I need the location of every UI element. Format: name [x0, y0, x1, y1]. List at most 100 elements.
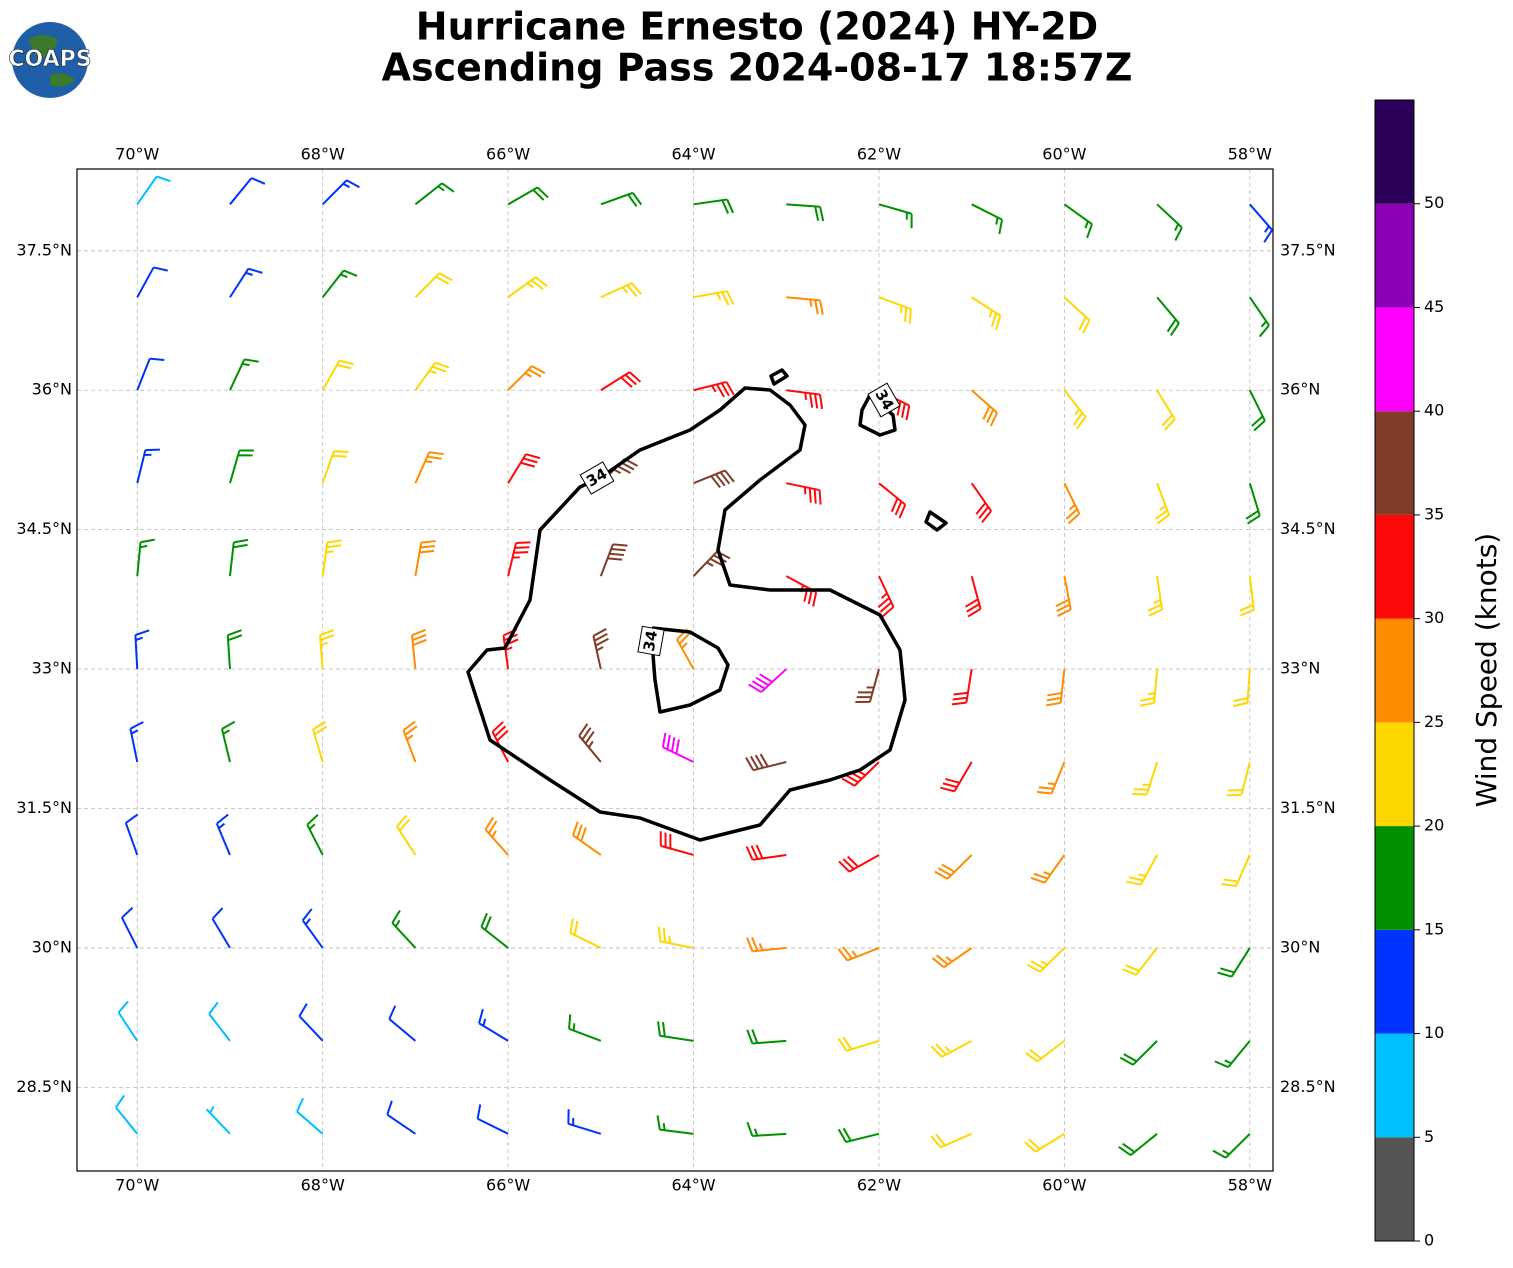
wind-barb	[930, 1039, 973, 1058]
contour-34	[466, 386, 907, 842]
wind-barb	[1147, 575, 1164, 617]
wind-barb	[746, 1121, 787, 1137]
colorbar-label: Wind Speed (knots)	[1470, 533, 1503, 807]
wind-barb	[878, 296, 912, 324]
wind-barb	[117, 1000, 139, 1042]
wind-barb	[837, 946, 880, 962]
contour-label: 34	[867, 382, 901, 418]
wind-barb	[1118, 1133, 1158, 1156]
wind-barb	[208, 1001, 231, 1042]
wind-barb	[414, 451, 444, 484]
wind-barb	[567, 1109, 602, 1135]
wind-barb	[693, 469, 735, 489]
wind-barb	[786, 203, 825, 222]
wind-barbs	[115, 175, 1273, 1159]
y-tick-label: 37.5°N	[16, 240, 72, 259]
wind-barb	[1046, 668, 1066, 707]
wind-barb	[134, 629, 150, 670]
y-tick-label: 31.5°N	[16, 798, 72, 817]
wind-barb	[877, 575, 895, 618]
wind-barb	[1063, 389, 1087, 430]
wind-barb	[410, 628, 427, 670]
x-tick-label: 62°W	[857, 1176, 901, 1195]
subtitle: Ascending Pass 2024-08-17 18:57Z	[382, 46, 1133, 90]
contour-34	[651, 626, 730, 714]
wind-barb	[693, 198, 735, 214]
contour-34	[858, 393, 897, 437]
map-frame	[76, 168, 1274, 1172]
wind-barb	[228, 538, 249, 577]
wind-barb	[301, 908, 324, 949]
wind-barb	[1132, 761, 1159, 796]
wind-barb	[661, 732, 694, 763]
contour-34	[769, 368, 789, 386]
wind-barb	[480, 913, 509, 949]
wind-barb	[414, 540, 436, 577]
wind-barb	[1063, 482, 1081, 525]
wind-barb	[312, 720, 328, 763]
wind-barb	[600, 371, 642, 392]
wind-barb	[391, 909, 417, 949]
contour-labels: 34 34 34	[579, 382, 901, 657]
x-tick-label: 60°W	[1042, 145, 1086, 164]
wind-barb	[229, 449, 254, 484]
wind-barb	[855, 668, 880, 703]
wind-barb	[572, 821, 602, 856]
wind-barb	[837, 1036, 880, 1052]
wind-barb	[306, 814, 324, 856]
y-tick-label: 33°N	[1280, 659, 1320, 678]
wind-barb	[1063, 296, 1091, 334]
wind-barb	[414, 361, 450, 391]
wind-barb	[786, 296, 824, 315]
contour-label: 34	[637, 625, 665, 657]
wind-barb	[507, 453, 541, 484]
wind-barb	[745, 753, 787, 772]
colorbar-tick-label: 15	[1424, 919, 1444, 938]
wind-barb	[693, 290, 735, 306]
wind-barb	[745, 844, 787, 861]
wind-barb	[786, 482, 822, 505]
contours	[466, 368, 948, 842]
colorbar-tick-label: 50	[1424, 193, 1444, 212]
wind-barb	[940, 761, 973, 793]
wind-barb	[298, 1003, 324, 1042]
wind-barb	[321, 179, 360, 206]
wind-barb	[748, 668, 787, 693]
wind-barb	[507, 276, 548, 299]
wind-barb	[129, 721, 144, 763]
wind-barb	[476, 1104, 509, 1135]
wind-barb	[746, 936, 787, 953]
wind-barb	[785, 575, 818, 607]
wind-barb	[1036, 761, 1066, 795]
wind-barb	[321, 539, 342, 577]
wind-barb	[1239, 576, 1255, 617]
wind-barb	[971, 389, 999, 427]
wind-barb	[930, 1132, 973, 1149]
y-tick-label: 37.5°N	[1280, 240, 1336, 259]
contour-label: 34	[579, 461, 615, 495]
wind-barb	[1221, 854, 1251, 888]
y-tick-label: 30°N	[1280, 937, 1320, 956]
wind-barb	[878, 482, 907, 519]
wind-barb	[1212, 1133, 1251, 1159]
wind-barb	[841, 761, 880, 787]
x-tick-label: 62°W	[857, 145, 901, 164]
wind-barb	[1233, 669, 1251, 707]
logo-text: COAPS	[8, 47, 91, 72]
wind-barb	[1055, 575, 1072, 617]
colorbar-frame	[1374, 99, 1415, 1242]
wind-barb	[211, 907, 231, 949]
wind-barb	[1030, 854, 1066, 884]
wind-barb	[951, 668, 973, 706]
colorbar-tick-label: 35	[1424, 504, 1444, 523]
wind-barb	[569, 918, 602, 949]
wind-barb	[321, 359, 354, 391]
wind-barb	[1122, 947, 1158, 976]
colorbar-segment	[1375, 1033, 1414, 1138]
colorbar-tick-label: 40	[1424, 401, 1444, 420]
wind-barb	[656, 1115, 694, 1135]
y-tick-label: 30°N	[32, 937, 72, 956]
colorbar-segment	[1375, 203, 1414, 308]
colorbar-segment	[1375, 929, 1414, 1034]
